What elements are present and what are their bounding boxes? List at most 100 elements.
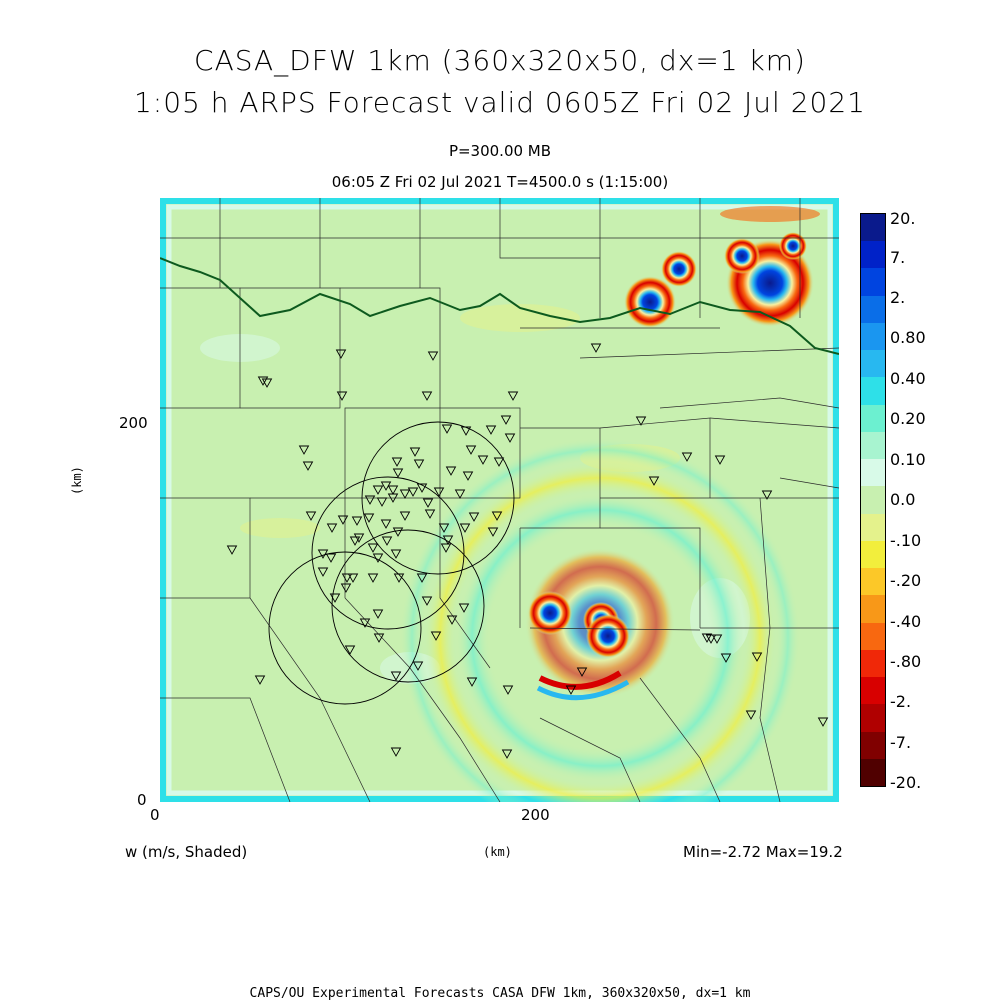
station-marker: [363, 513, 375, 523]
y-axis-unit: (km): [70, 466, 84, 495]
station-marker: [720, 653, 732, 663]
station-marker: [409, 447, 421, 457]
station-marker: [367, 573, 379, 583]
colorbar-label: 20.: [890, 209, 916, 228]
station-marker: [430, 631, 442, 641]
title-line-2: 1:05 h ARPS Forecast valid 0605Z Fri 02 …: [133, 86, 866, 119]
colorbar-label: -7.: [890, 733, 912, 752]
station-marker: [387, 485, 399, 495]
station-marker: [373, 633, 385, 643]
station-marker: [648, 476, 660, 486]
station-marker: [329, 593, 341, 603]
station-marker: [424, 509, 436, 519]
station-marker: [407, 487, 419, 497]
colorbar-swatch: [861, 350, 885, 378]
station-marker: [340, 583, 352, 593]
colorbar-swatch: [861, 268, 885, 297]
station-marker: [261, 378, 273, 388]
station-marker: [380, 519, 392, 529]
station-marker: [817, 717, 829, 727]
station-marker: [372, 553, 384, 563]
station-marker: [387, 493, 399, 503]
colorbar-swatch: [861, 214, 885, 242]
station-marker: [416, 483, 428, 493]
state-border: [160, 257, 839, 355]
station-marker: [392, 468, 404, 478]
station-marker: [367, 543, 379, 553]
station-marker: [364, 495, 376, 505]
station-marker: [317, 549, 329, 559]
station-marker: [390, 671, 402, 681]
colorbar-label: 7.: [890, 248, 906, 267]
pressure-level: P=300.00 MB: [448, 142, 552, 160]
colorbar: [860, 213, 886, 787]
title-line-1: CASA_DFW 1km (360x320x50, dx=1 km): [194, 44, 806, 77]
station-marker: [701, 633, 713, 643]
colorbar-label: -.40: [890, 612, 922, 631]
credit-line: CAPS/OU Experimental Forecasts CASA DFW …: [249, 986, 751, 1001]
colorbar-label: 0.80: [890, 328, 926, 347]
station-marker: [392, 527, 404, 537]
station-marker: [298, 445, 310, 455]
colorbar-label: 2.: [890, 288, 906, 307]
colorbar-swatch: [861, 731, 885, 760]
station-marker: [438, 523, 450, 533]
station-marker: [349, 536, 361, 546]
station-marker: [341, 573, 353, 583]
station-marker: [305, 511, 317, 521]
station-marker: [372, 609, 384, 619]
station-marker: [257, 376, 269, 386]
station-marker: [359, 618, 371, 628]
colorbar-swatch: [861, 513, 885, 542]
colorbar-swatch: [861, 459, 885, 487]
colorbar-label: -.20: [890, 571, 922, 590]
station-marker: [399, 511, 411, 521]
station-marker: [326, 523, 338, 533]
station-marker: [458, 603, 470, 613]
station-marker: [466, 677, 478, 687]
station-marker: [565, 685, 577, 695]
x-tick-200: 200: [521, 806, 550, 824]
station-marker: [590, 343, 602, 353]
station-marker: [485, 425, 497, 435]
x-tick-0: 0: [150, 806, 160, 824]
colorbar-swatch: [861, 649, 885, 678]
station-marker: [714, 455, 726, 465]
station-marker: [399, 489, 411, 499]
station-marker: [440, 543, 452, 553]
station-marker: [413, 459, 425, 469]
station-marker: [427, 351, 439, 361]
station-marker: [317, 567, 329, 577]
forecast-map[interactable]: [160, 198, 839, 802]
station-marker: [501, 749, 513, 759]
station-marker: [502, 685, 514, 695]
valid-time: 06:05 Z Fri 02 Jul 2021 T=4500.0 s (1:15…: [331, 173, 669, 191]
station-marker: [576, 667, 588, 677]
station-marker: [468, 512, 480, 522]
station-marker: [421, 391, 433, 401]
colorbar-swatch: [861, 622, 885, 651]
storm-cell-north-2: [661, 251, 697, 287]
station-marker: [412, 661, 424, 671]
station-marker: [504, 433, 516, 443]
colorbar-swatch: [861, 377, 885, 406]
station-markers: [226, 343, 829, 759]
station-marker: [372, 485, 384, 495]
station-marker: [347, 573, 359, 583]
station-marker: [500, 415, 512, 425]
min-max-label: Min=-2.72 Max=19.2: [683, 843, 843, 861]
station-marker: [376, 497, 388, 507]
station-marker: [441, 424, 453, 434]
station-marker: [445, 466, 457, 476]
colorbar-label: 0.0: [890, 490, 916, 509]
station-marker: [226, 545, 238, 555]
colorbar-swatch: [861, 595, 885, 624]
boundary-anomaly: [720, 206, 820, 222]
station-marker: [477, 455, 489, 465]
colorbar-label: -20.: [890, 773, 922, 792]
county-lines: [160, 198, 839, 802]
station-marker: [462, 471, 474, 481]
station-marker: [351, 516, 363, 526]
station-marker: [487, 527, 499, 537]
station-marker: [336, 391, 348, 401]
